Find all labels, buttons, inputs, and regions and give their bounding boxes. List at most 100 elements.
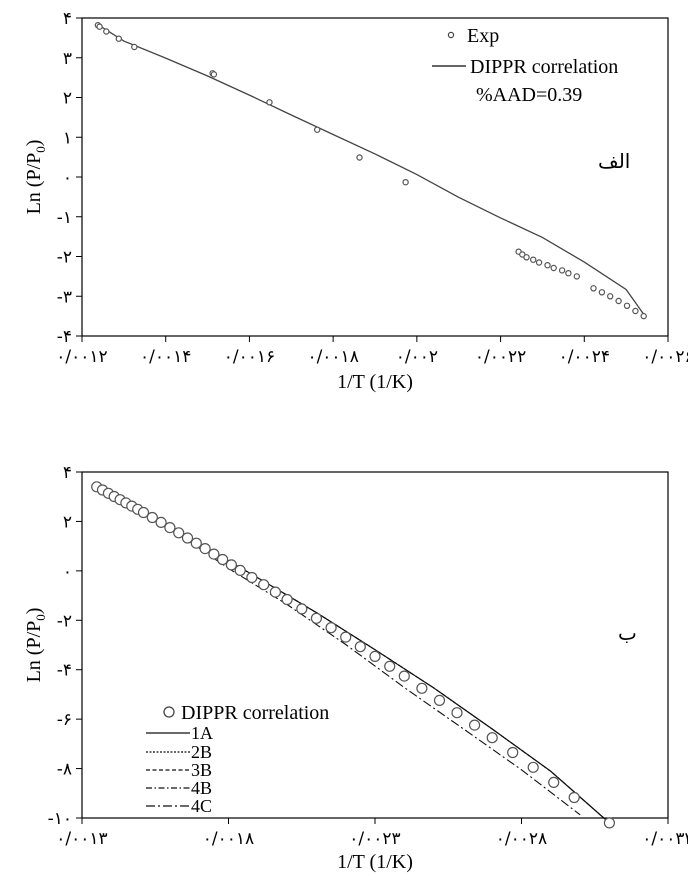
legend-exp-marker — [447, 31, 455, 39]
data-point-a — [615, 297, 622, 305]
data-point-b — [190, 537, 202, 549]
series-line-dippr-correlation — [98, 24, 646, 317]
y-axis-title-b-main: Ln (P/P — [23, 621, 45, 683]
x-tick-label: ۰/۰۰۳۳ — [642, 829, 688, 849]
y-tick-label: -۶ — [57, 710, 72, 730]
data-point-b — [296, 603, 308, 615]
data-point-b — [486, 732, 498, 744]
x-tick-label: ۰/۰۰۲۶ — [642, 347, 688, 367]
data-point-a — [607, 293, 614, 300]
data-point-b — [507, 746, 519, 759]
data-point-a — [565, 270, 572, 277]
x-tick-label: ۰/۰۰۱۶ — [224, 347, 275, 367]
data-point-a — [558, 267, 566, 274]
x-tick-label: ۰/۰۰۱۸ — [203, 829, 254, 849]
data-point-b — [225, 559, 237, 571]
data-point-b — [433, 694, 446, 707]
legend-4c-label: 4C — [191, 796, 212, 816]
data-point-b — [173, 527, 185, 539]
data-point-a — [550, 264, 557, 272]
y-tick-label: ۴ — [63, 9, 72, 29]
data-point-a — [96, 23, 103, 30]
data-point-a — [356, 154, 363, 161]
legend-3b-label: 3B — [191, 760, 212, 780]
data-point-b — [155, 516, 167, 529]
data-point-a — [402, 178, 409, 186]
series-line-4c — [96, 486, 581, 816]
data-point-b — [469, 719, 481, 731]
legend-exp-label: Exp — [467, 25, 499, 47]
y-axis-title-b: Ln (P/P0) — [23, 608, 48, 683]
legend-1a-label: 1A — [191, 723, 213, 743]
data-point-b — [258, 579, 270, 591]
data-point-b — [451, 707, 463, 719]
y-tick-label: -۴ — [57, 661, 72, 681]
data-point-b — [164, 521, 176, 534]
data-point-a — [519, 251, 526, 258]
panel-label-b: ب — [618, 621, 637, 645]
y-axis-title-b-sub: 0 — [33, 614, 48, 621]
data-point-b — [199, 542, 211, 555]
data-point-b — [246, 571, 258, 584]
legend-a: Exp DIPPR correlation %AAD=0.39 — [432, 25, 618, 106]
y-tick-label: ۰ — [63, 562, 72, 582]
series-group-a — [94, 22, 647, 320]
data-point-b — [325, 622, 337, 634]
x-tick-label: ۰/۰۰۲۸ — [496, 829, 547, 849]
aad-annotation: %AAD=0.39 — [476, 84, 582, 106]
data-point-a — [523, 254, 530, 261]
data-point-b — [354, 641, 366, 653]
data-point-a — [314, 126, 321, 133]
data-point-b — [217, 553, 229, 566]
data-point-a — [544, 262, 551, 269]
data-point-b — [548, 776, 560, 789]
y-tick-label: ۲ — [63, 512, 72, 532]
data-point-a — [623, 302, 631, 309]
data-point-a — [535, 259, 543, 266]
y-axis-title-a-main: Ln (P/P — [23, 153, 45, 215]
x-tick-label: ۰/۰۰۱۴ — [140, 347, 191, 367]
y-axis-title-a-sub: 0 — [33, 146, 48, 153]
legend-dippr-label: DIPPR correlation — [470, 56, 618, 78]
y-tick-label: ۳ — [63, 49, 72, 69]
legend-b: DIPPR correlation 1A 2B 3B 4B 4C — [146, 702, 329, 816]
panel-label-a: الف — [598, 149, 630, 173]
data-point-b — [310, 612, 322, 624]
x-tick-label: ۰/۰۰۱۸ — [307, 347, 358, 367]
y-tick-label: -۱۰ — [48, 809, 72, 829]
y-tick-label: -۳ — [57, 287, 72, 307]
data-point-b — [369, 650, 381, 663]
data-point-b — [146, 511, 158, 524]
x-tick-label: ۰/۰۰۲ — [396, 347, 438, 367]
x-axis-title-a: 1/T (1/K) — [337, 371, 413, 393]
legend-dippr-label-b: DIPPR correlation — [181, 702, 329, 724]
data-point-b — [603, 817, 616, 829]
x-tick-label: ۰/۰۰۲۲ — [475, 347, 526, 367]
y-tick-label: -۱ — [57, 208, 72, 228]
data-point-b — [340, 631, 352, 643]
x-tick-label: ۰/۰۰۲۴ — [559, 347, 610, 367]
x-tick-label: ۰/۰۰۱۳ — [56, 829, 107, 849]
data-point-b — [416, 682, 428, 694]
y-tick-label: -۲ — [57, 248, 72, 268]
data-point-a — [103, 28, 110, 35]
data-point-a — [115, 35, 123, 42]
axis-ticks-b: ۰/۰۰۱۳ ۰/۰۰۱۸ ۰/۰۰۲۳ ۰/۰۰۲۸ ۰/۰۰۳۳ ۴ ۲ ۰ -۲ -۴ -۶ -… — [48, 463, 688, 849]
x-tick-label: ۰/۰۰۱۲ — [56, 347, 107, 367]
y-tick-label: ۴ — [63, 463, 72, 483]
data-point-b — [269, 586, 281, 598]
y-tick-label: -۴ — [57, 327, 72, 347]
data-point-b — [234, 564, 246, 577]
y-tick-label: -۸ — [57, 760, 72, 780]
data-point-a — [530, 256, 537, 263]
y-axis-title-b-close: ) — [23, 608, 45, 615]
data-point-a — [573, 273, 581, 280]
y-tick-label: ۱ — [63, 128, 72, 148]
data-point-b — [568, 791, 580, 804]
x-axis-title-b: 1/T (1/K) — [337, 851, 413, 873]
y-axis-title-a: Ln (P/P0) — [23, 140, 48, 215]
legend-2b-label: 2B — [191, 742, 212, 762]
y-axis-title-a-close: ) — [23, 140, 45, 147]
y-tick-label: ۲ — [63, 89, 72, 109]
